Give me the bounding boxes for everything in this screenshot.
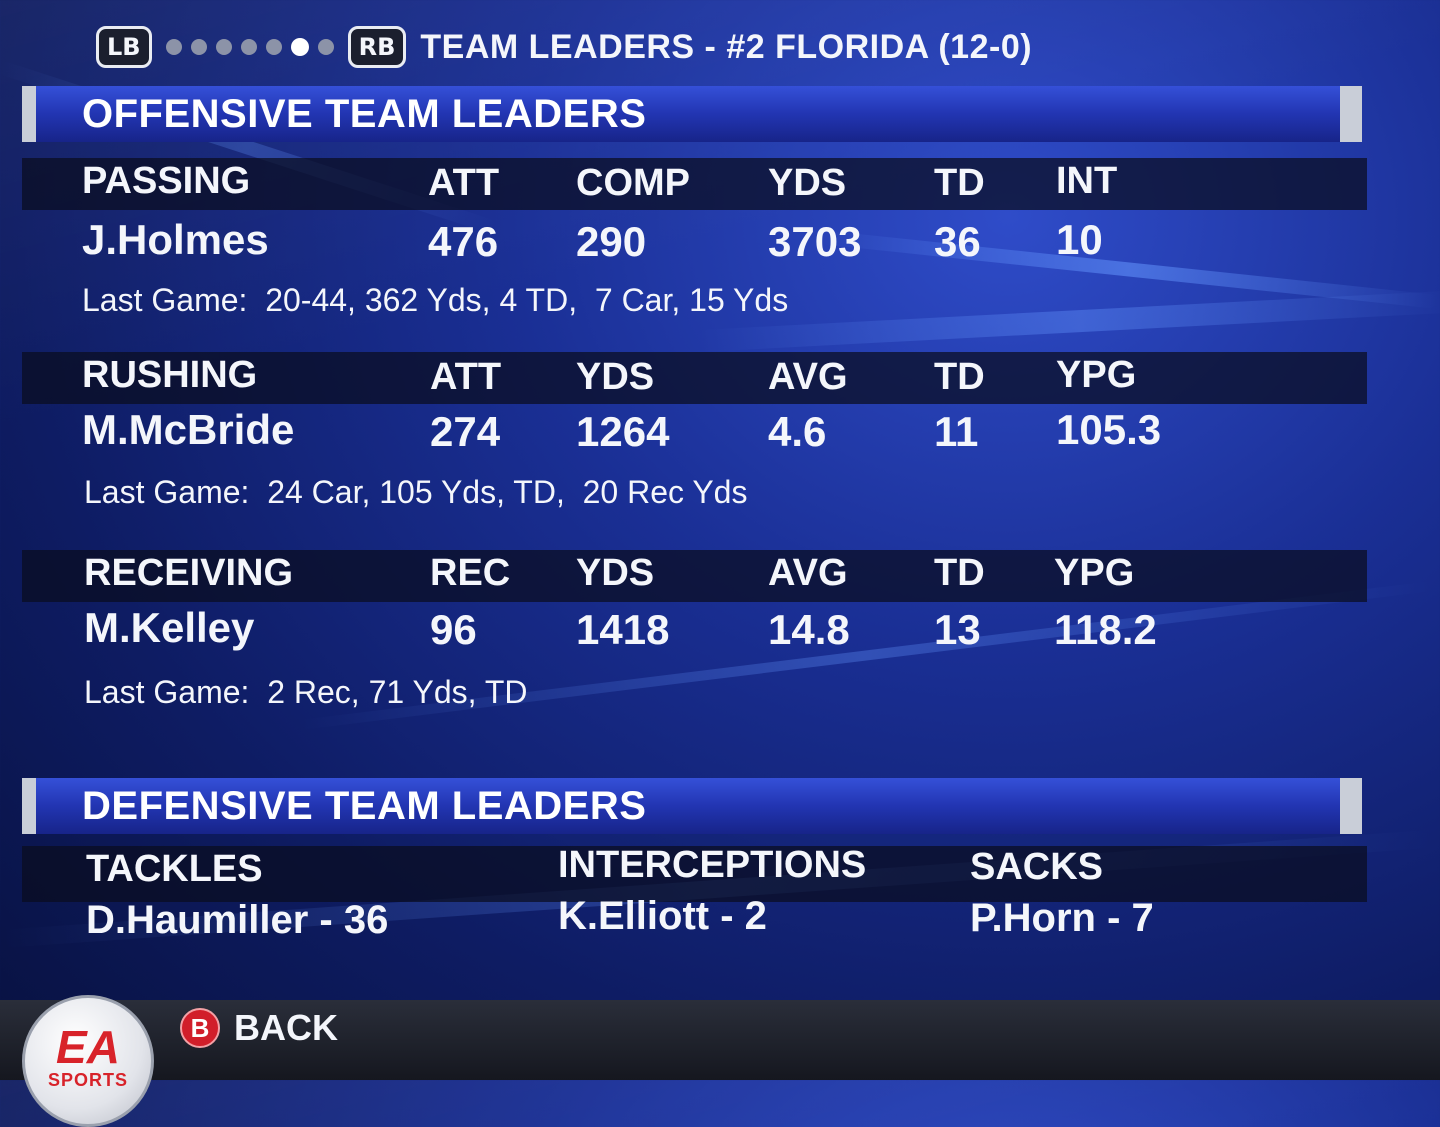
tackles-leader: D.Haumiller - 36 — [86, 898, 389, 942]
page-dot — [240, 39, 257, 55]
rushing-value: 11 — [934, 408, 979, 455]
page-title: TEAM LEADERS - #2 FLORIDA (12-0) — [420, 27, 1033, 66]
rushing-category: RUSHING — [82, 354, 258, 396]
rushing-col: ATT — [430, 356, 502, 398]
receiving-value: 1418 — [576, 606, 670, 653]
rushing-value: 105.3 — [1056, 406, 1162, 453]
receiving-value: 118.2 — [1054, 606, 1157, 653]
receiving-col: REC — [430, 552, 511, 594]
rushing-value: 1264 — [576, 408, 670, 455]
passing-category: PASSING — [82, 160, 251, 202]
passing-value: 476 — [428, 218, 499, 265]
rushing-col: YDS — [576, 356, 655, 398]
passing-col: TD — [934, 162, 985, 204]
receiving-value: 13 — [934, 606, 981, 653]
ea-logo-subtext: SPORTS — [47, 1070, 128, 1090]
top-nav: LB RB TEAM LEADERS - #2 FLORIDA (12-0) — [96, 22, 1032, 72]
receiving-header-band — [22, 550, 1367, 602]
receiving-leader-name: M.Kelley — [84, 604, 255, 651]
page-dot — [215, 39, 232, 55]
rushing-col: YPG — [1056, 354, 1137, 396]
receiving-col: TD — [934, 552, 985, 594]
lb-bumper-button[interactable]: LB — [96, 26, 152, 68]
receiving-value: 14.8 — [768, 606, 850, 653]
receiving-col: YDS — [576, 552, 655, 594]
section-title: DEFENSIVE TEAM LEADERS — [82, 783, 647, 828]
passing-leader-name: J.Holmes — [82, 216, 269, 263]
page-dot — [265, 39, 282, 55]
back-button[interactable]: B BACK — [180, 1007, 338, 1049]
defense-header-band — [22, 846, 1367, 902]
passing-col: YDS — [768, 162, 847, 204]
rushing-header-band — [22, 352, 1367, 404]
footer-bar — [0, 1000, 1440, 1080]
rushing-col: AVG — [768, 356, 848, 398]
section-title: OFFENSIVE TEAM LEADERS — [82, 91, 647, 136]
rushing-leader-name: M.McBride — [82, 406, 295, 453]
rushing-col: TD — [934, 356, 985, 398]
page-dot — [317, 39, 334, 55]
sacks-label: SACKS — [970, 846, 1104, 888]
receiving-col: YPG — [1054, 552, 1135, 594]
rb-bumper-button[interactable]: RB — [347, 26, 407, 68]
rushing-last-game: Last Game: 24 Car, 105 Yds, TD, 20 Rec Y… — [84, 474, 748, 510]
rushing-value: 274 — [430, 408, 501, 455]
passing-col: COMP — [576, 162, 690, 204]
passing-value: 10 — [1056, 216, 1103, 263]
receiving-value: 96 — [430, 606, 477, 653]
sacks-leader: P.Horn - 7 — [970, 896, 1154, 940]
receiving-category: RECEIVING — [84, 552, 294, 594]
bg-streak — [699, 290, 1440, 352]
receiving-col: AVG — [768, 552, 848, 594]
interceptions-leader: K.Elliott - 2 — [558, 894, 767, 938]
page-indicator — [165, 38, 334, 56]
ea-logo-text: EA — [56, 1021, 120, 1073]
receiving-last-game: Last Game: 2 Rec, 71 Yds, TD — [84, 674, 528, 710]
passing-value: 3703 — [768, 218, 862, 265]
b-button-icon: B — [180, 1008, 220, 1048]
offensive-leaders-header: OFFENSIVE TEAM LEADERS — [22, 86, 1362, 142]
passing-value: 290 — [576, 218, 647, 265]
passing-value: 36 — [934, 218, 981, 265]
passing-col: INT — [1056, 160, 1118, 202]
page-dot — [190, 39, 207, 55]
back-label: BACK — [234, 1007, 338, 1048]
rushing-value: 4.6 — [768, 408, 827, 455]
passing-header-band — [22, 158, 1367, 210]
page-dot — [165, 39, 182, 55]
ea-sports-logo: EA SPORTS — [22, 995, 154, 1127]
interceptions-label: INTERCEPTIONS — [558, 844, 867, 886]
tackles-label: TACKLES — [86, 848, 263, 890]
passing-last-game: Last Game: 20-44, 362 Yds, 4 TD, 7 Car, … — [82, 282, 789, 318]
page-dot-active — [290, 38, 309, 56]
defensive-leaders-header: DEFENSIVE TEAM LEADERS — [22, 778, 1362, 834]
passing-col: ATT — [428, 162, 500, 204]
